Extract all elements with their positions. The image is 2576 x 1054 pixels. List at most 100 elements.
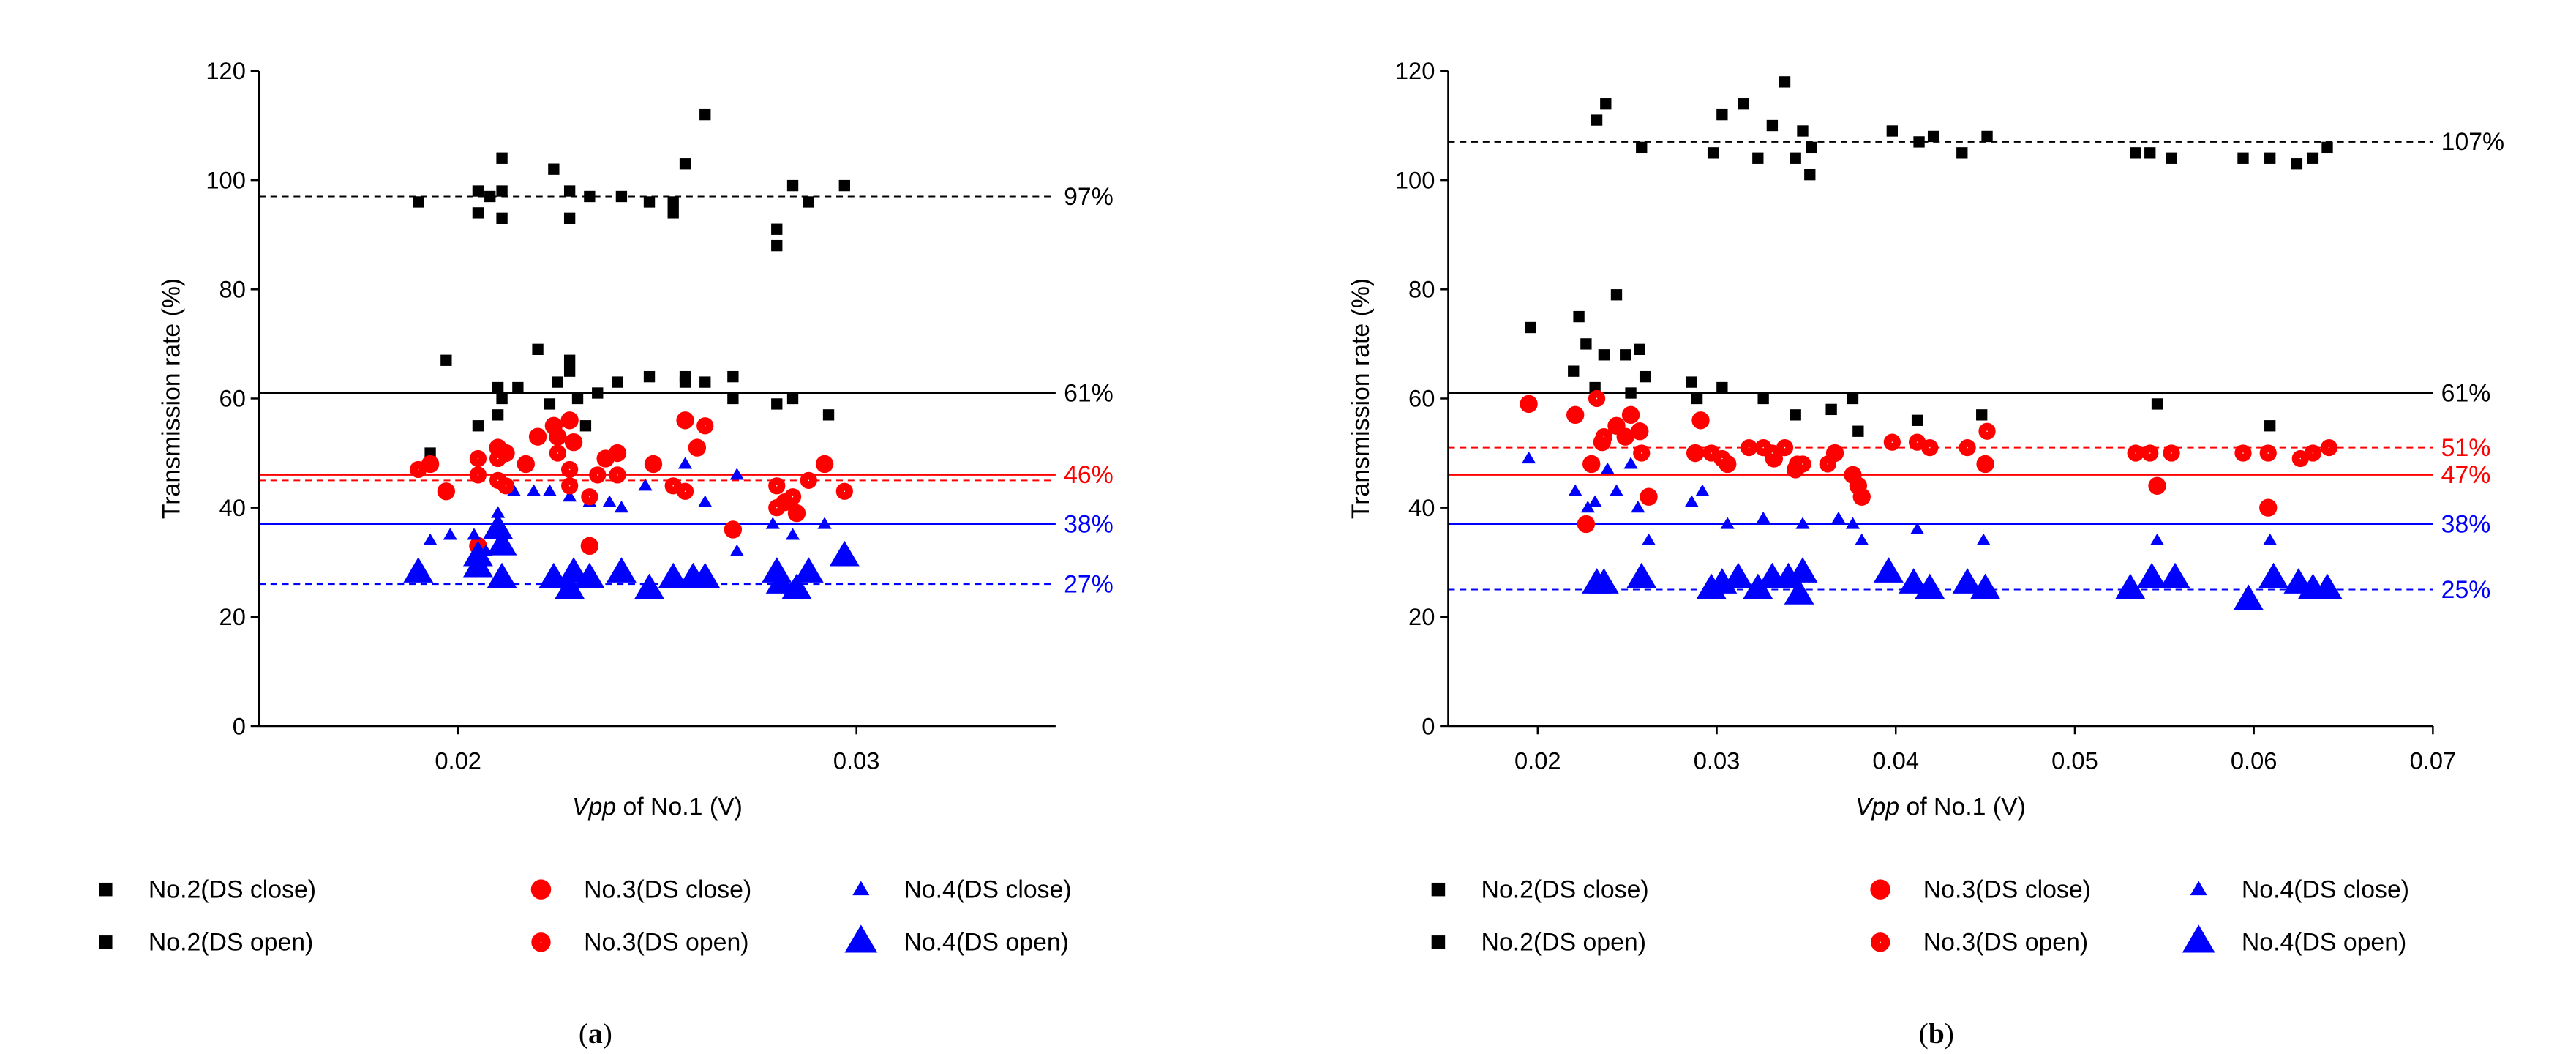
x-tick-label: 0.02 [435, 747, 481, 774]
data-point-no-4-ds-close- [729, 468, 744, 480]
data-point-no-3-ds-open- [1588, 389, 1606, 408]
reference-label: 47% [2441, 461, 2491, 489]
data-point-no-4-ds-close- [491, 506, 506, 518]
data-point-no-2-ds-close- [1847, 392, 1859, 405]
data-point-no-2-ds-open- [2130, 147, 2141, 159]
data-point-no-4-ds-open- [403, 557, 434, 583]
data-point-no-4-ds-close- [423, 533, 438, 545]
data-point-no-2-ds-close- [679, 376, 691, 388]
data-point-no-2-ds-open- [667, 207, 679, 219]
data-point-no-3-ds-open- [469, 449, 487, 468]
data-point-no-2-ds-open- [1779, 76, 1791, 88]
data-point-no-2-ds-close- [1620, 349, 1631, 361]
data-point-no-4-ds-close- [443, 528, 457, 540]
data-point-no-4-ds-open- [781, 573, 812, 599]
data-point-no-3-ds-open- [2234, 444, 2252, 462]
data-point-no-3-ds-open- [1702, 444, 1720, 462]
data-point-no-4-ds-open- [765, 568, 796, 594]
data-point-no-4-ds-close- [817, 517, 832, 529]
data-point-no-4-ds-open- [606, 557, 637, 583]
data-point-no-2-ds-open- [548, 163, 560, 175]
data-point-no-4-ds-close- [1568, 484, 1582, 496]
legend-marker [2190, 881, 2207, 896]
data-point-no-2-ds-close- [1976, 409, 1988, 421]
legend-label: No.2(DS open) [1482, 929, 1646, 957]
data-point-no-2-ds-open- [803, 196, 814, 208]
legend-marker [530, 879, 552, 900]
data-point-no-2-ds-close- [2151, 398, 2163, 410]
data-point-no-3-ds-close- [724, 520, 743, 539]
data-point-no-2-ds-close- [496, 392, 508, 405]
data-point-no-3-ds-open- [676, 482, 694, 500]
data-point-no-3-ds-open- [1883, 433, 1901, 451]
y-tick-label: 60 [219, 385, 246, 412]
y-tick-label: 60 [1408, 385, 1435, 412]
data-point-no-2-ds-open- [1806, 141, 1817, 154]
data-point-no-3-ds-close- [608, 444, 627, 463]
legend-marker [531, 932, 551, 952]
data-point-no-2-ds-close- [579, 420, 592, 432]
data-point-no-4-ds-close- [1756, 511, 1770, 524]
x-tick-label: 0.05 [2051, 747, 2098, 774]
data-point-no-3-ds-open- [469, 466, 487, 484]
x-axis-title-italic: Vpp [1855, 793, 1899, 821]
panel-label-open: ( [579, 1017, 588, 1050]
data-point-no-3-ds-close- [560, 411, 579, 430]
legend-label: No.4(DS close) [904, 875, 1071, 903]
legend-label: No.2(DS close) [149, 875, 316, 903]
legend-marker [852, 881, 870, 896]
data-point-no-4-ds-close- [1600, 462, 1615, 474]
data-point-no-4-ds-close- [1910, 522, 1925, 535]
data-point-no-2-ds-close- [1625, 387, 1637, 399]
data-point-no-3-ds-close- [1686, 444, 1705, 463]
x-tick-label: 0.06 [2231, 747, 2278, 774]
panel-label-close: ) [1945, 1017, 1954, 1050]
data-point-no-4-ds-close- [527, 484, 541, 496]
legend-label: No.2(DS close) [1482, 875, 1649, 903]
data-point-no-2-ds-open- [472, 185, 484, 197]
panel-label-letter: a [588, 1017, 603, 1050]
data-point-no-3-ds-close- [1582, 455, 1601, 474]
data-point-no-4-ds-close- [1795, 517, 1810, 529]
data-point-no-4-ds-open- [1952, 568, 1983, 594]
data-point-no-2-ds-close- [563, 365, 576, 377]
data-point-no-2-ds-open- [838, 179, 850, 192]
data-point-no-3-ds-open- [1959, 438, 1976, 457]
y-tick-label: 0 [1422, 712, 1435, 739]
data-point-no-4-ds-close- [602, 495, 617, 507]
data-point-no-4-ds-open- [2312, 573, 2343, 599]
data-point-no-2-ds-close- [699, 376, 711, 388]
data-point-no-2-ds-close- [592, 387, 604, 399]
y-tick-label: 20 [219, 603, 246, 630]
x-axis-title-rest: of No.1 (V) [616, 793, 743, 821]
data-point-no-2-ds-open- [2321, 141, 2333, 154]
data-point-no-4-ds-close- [765, 517, 780, 529]
data-point-no-3-ds-open- [1978, 422, 1996, 440]
data-point-no-3-ds-open- [2291, 449, 2309, 468]
data-point-no-2-ds-open- [496, 212, 508, 224]
data-point-no-2-ds-open- [699, 108, 711, 121]
data-point-no-2-ds-close- [1825, 403, 1837, 416]
data-point-no-3-ds-open- [1794, 455, 1811, 473]
data-point-no-2-ds-close- [2264, 420, 2276, 432]
data-point-no-3-ds-close- [580, 537, 599, 556]
data-point-no-4-ds-open- [574, 562, 605, 588]
data-point-no-4-ds-open- [2233, 584, 2264, 610]
data-point-no-2-ds-close- [1686, 376, 1697, 388]
data-point-no-2-ds-close- [492, 409, 504, 421]
data-point-no-4-ds-open- [1588, 568, 1619, 594]
data-point-no-2-ds-open- [1956, 147, 1968, 159]
data-point-no-2-ds-open- [1797, 125, 1809, 137]
y-tick-label: 100 [206, 166, 246, 193]
x-axis-title-italic: Vpp [572, 793, 616, 821]
data-point-no-2-ds-close- [571, 392, 584, 405]
data-point-no-4-ds-close- [638, 479, 653, 491]
data-point-no-4-ds-open- [1970, 573, 2001, 599]
data-point-no-2-ds-close- [612, 376, 623, 388]
data-point-no-3-ds-open- [489, 449, 507, 468]
data-point-no-2-ds-close- [643, 370, 656, 383]
legend-label: No.2(DS open) [149, 929, 313, 957]
data-point-no-3-ds-close- [815, 455, 834, 474]
data-point-no-2-ds-open- [472, 207, 484, 219]
